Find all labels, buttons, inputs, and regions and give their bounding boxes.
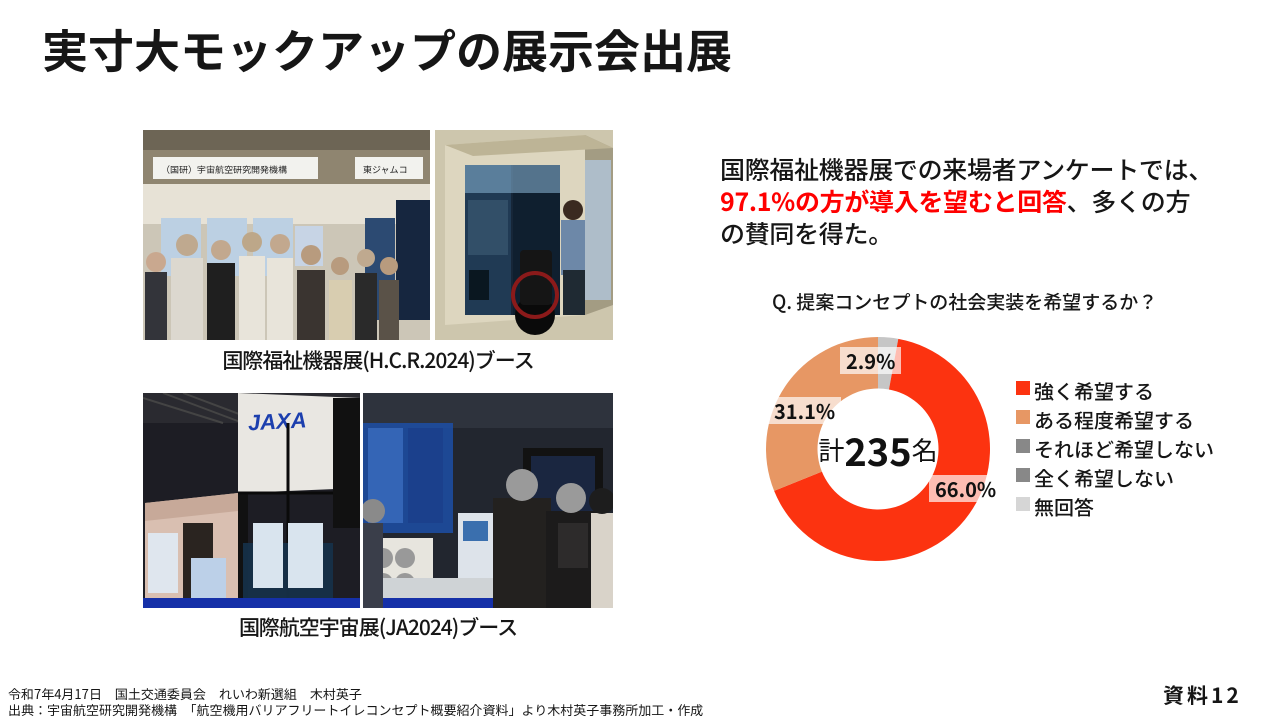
svg-text:（国研）宇宙航空研究開発機構: （国研）宇宙航空研究開発機構 [161, 163, 287, 176]
svg-text:JAXA: JAXA [247, 407, 307, 435]
svg-text:東ジャムコ: 東ジャムコ [363, 163, 408, 176]
